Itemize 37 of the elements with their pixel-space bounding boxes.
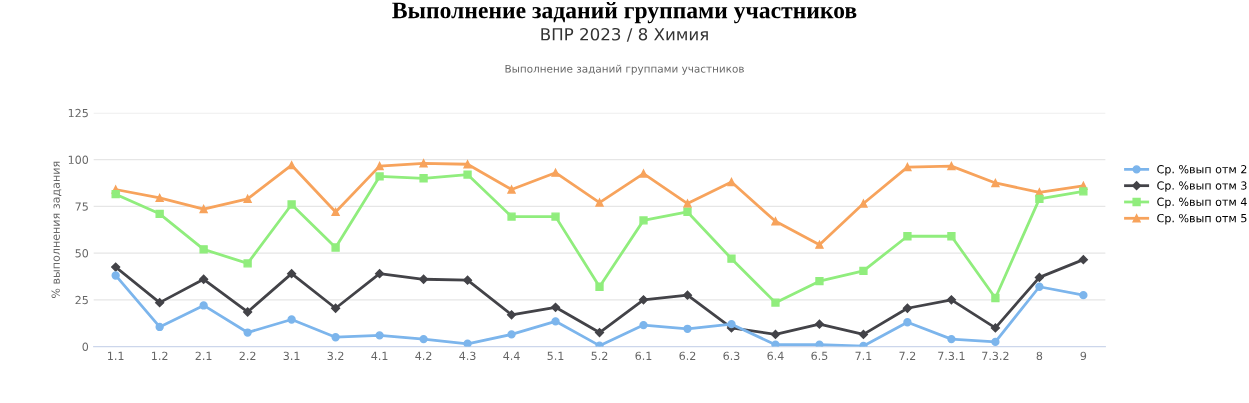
y-tick-label: 50	[75, 249, 89, 258]
x-tick-label: 7.3.2	[982, 351, 1009, 361]
x-tick-label: 6.5	[811, 351, 828, 361]
x-tick-label: 6.1	[635, 351, 652, 361]
legend-label: Ср. %вып отм 2	[1157, 165, 1247, 176]
x-tick-label: 3.2	[327, 351, 344, 361]
x-tick-label: 4.4	[503, 351, 520, 360]
x-tick-label: 1.2	[152, 351, 168, 360]
x-tick-label: 6.4	[767, 351, 784, 361]
text: Выполнение заданий группами участников	[392, 1, 857, 24]
y-tick-label: 75	[75, 202, 88, 211]
x-tick-label: 6.2	[679, 351, 696, 361]
y-tick-label: 0	[82, 342, 89, 351]
x-tick-label: 3.1	[283, 351, 300, 361]
legend-label: Ср. %вып отм 4	[1157, 197, 1247, 209]
x-tick-label: 7.2	[899, 351, 916, 360]
x-tick-label: 5.2	[591, 351, 608, 361]
x-tick-label: 5.1	[547, 351, 564, 361]
chart-subtitle: Выполнение заданий группами участников	[505, 64, 744, 75]
x-tick-label: 4.3	[459, 351, 476, 361]
legend-label: Ср. %вып отм 3	[1157, 181, 1247, 192]
x-tick-label: 8	[1036, 351, 1043, 361]
x-tick-label: 1.1	[108, 351, 124, 360]
x-tick-label: 4.2	[415, 351, 432, 360]
y-tick-label: 125	[68, 108, 88, 118]
legend-label: Ср. %вып отм 5	[1157, 213, 1247, 225]
x-tick-label: 2.1	[195, 351, 212, 360]
x-tick-label: 7.1	[855, 351, 872, 360]
chart-title: ВПР 2023 / 8 Химия	[541, 27, 708, 42]
y-tick-label: 100	[68, 155, 89, 164]
x-tick-label: 6.3	[723, 351, 740, 361]
x-tick-label: 9	[1080, 351, 1087, 361]
y-axis-title: % выполнения задания	[51, 161, 62, 298]
y-tick-label: 25	[75, 295, 88, 305]
x-tick-label: 2.2	[239, 351, 256, 360]
x-tick-label: 4.1	[371, 351, 388, 360]
x-tick-label: 7.3.1	[938, 351, 965, 361]
